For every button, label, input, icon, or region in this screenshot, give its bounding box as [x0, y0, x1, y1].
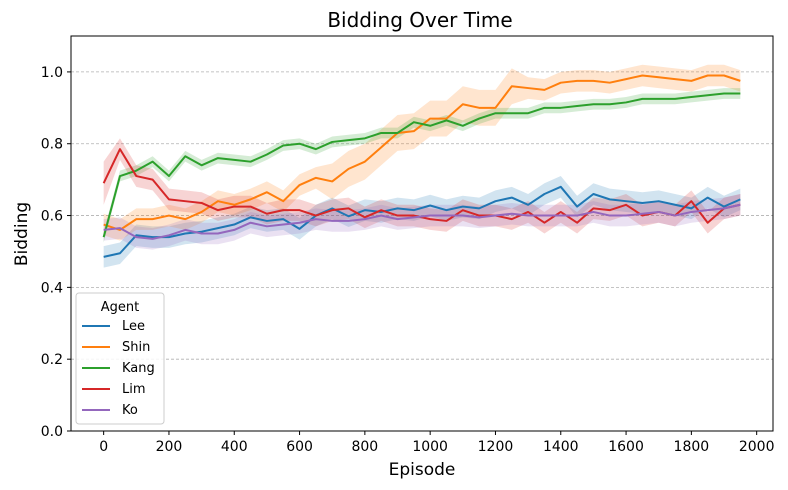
x-tick-label: 1600: [608, 439, 644, 455]
band-kang: [103, 88, 741, 243]
band-lim: [103, 138, 741, 234]
legend-label-kang: Kang: [122, 361, 155, 376]
y-tick-label: 0.8: [41, 137, 63, 153]
legend-label-lim: Lim: [122, 382, 146, 397]
line-kang: [102, 92, 741, 238]
x-axis-label: Episode: [389, 460, 456, 480]
legend-title: Agent: [101, 300, 139, 315]
band-lee: [103, 176, 741, 268]
legend: Agent Lee Shin Kang Lim Ko: [75, 292, 165, 425]
y-tick-label: 1.0: [41, 65, 63, 81]
legend-label-shin: Shin: [122, 340, 150, 355]
x-tick-label: 1000: [412, 439, 448, 455]
x-tick-label: 2000: [739, 439, 775, 455]
legend-items: Lee Shin Kang Lim Ko: [82, 319, 155, 418]
chart-title: Bidding Over Time: [327, 8, 512, 32]
y-tick-label: 0.4: [41, 280, 63, 296]
y-tick-label: 0.0: [41, 424, 63, 440]
x-tick-label: 1400: [543, 439, 579, 455]
line-ko: [103, 203, 741, 240]
x-axis-ticks: 0 200 400 600 800 1000 1200 1400 1600 1800 2000: [99, 431, 774, 455]
band-ko: [103, 194, 741, 250]
y-tick-label: 0.2: [41, 352, 63, 368]
plot-frame: [70, 35, 774, 432]
y-axis-label: Bidding: [12, 202, 32, 266]
x-tick-label: 600: [286, 439, 313, 455]
x-tick-label: 0: [99, 439, 108, 455]
x-tick-label: 1200: [478, 439, 514, 455]
y-axis-ticks: 0.0 0.2 0.4 0.6 0.8 1.0: [41, 65, 71, 440]
line-lee: [103, 185, 741, 258]
band-shin: [103, 64, 741, 241]
x-tick-label: 200: [156, 439, 183, 455]
confidence-bands: [103, 64, 741, 268]
y-tick-label: 0.6: [41, 209, 63, 225]
x-tick-label: 400: [221, 439, 248, 455]
x-tick-label: 800: [351, 439, 378, 455]
legend-label-ko: Ko: [122, 403, 138, 418]
series-lines: [102, 74, 741, 258]
legend-label-lee: Lee: [122, 319, 145, 334]
x-tick-label: 1800: [674, 439, 710, 455]
